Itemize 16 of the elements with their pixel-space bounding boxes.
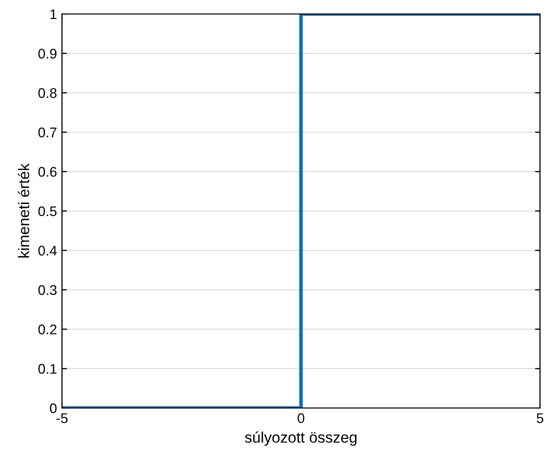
y-tick-label: 0.3 bbox=[38, 285, 57, 295]
y-tick-label: 0.5 bbox=[38, 206, 57, 216]
x-axis-title: súlyozott összeg bbox=[244, 431, 356, 446]
x-tick-label: -5 bbox=[56, 413, 68, 424]
y-axis-title: kimeneti érték bbox=[18, 163, 30, 258]
x-tick-label: 5 bbox=[536, 413, 544, 424]
y-tick-label: 0 bbox=[50, 403, 57, 414]
y-tick-label: 0.7 bbox=[38, 128, 56, 138]
y-tick-label: 0.9 bbox=[38, 48, 56, 59]
y-tick-label: 0.4 bbox=[38, 246, 57, 256]
y-tick-label: 0.2 bbox=[38, 324, 56, 334]
x-tick-label: 0 bbox=[298, 413, 304, 424]
y-tick-label: 0.6 bbox=[38, 166, 57, 177]
y-tick-label: 0.1 bbox=[38, 364, 56, 374]
y-tick-label: 0.8 bbox=[38, 88, 57, 98]
y-tick-label: 1 bbox=[50, 9, 56, 20]
